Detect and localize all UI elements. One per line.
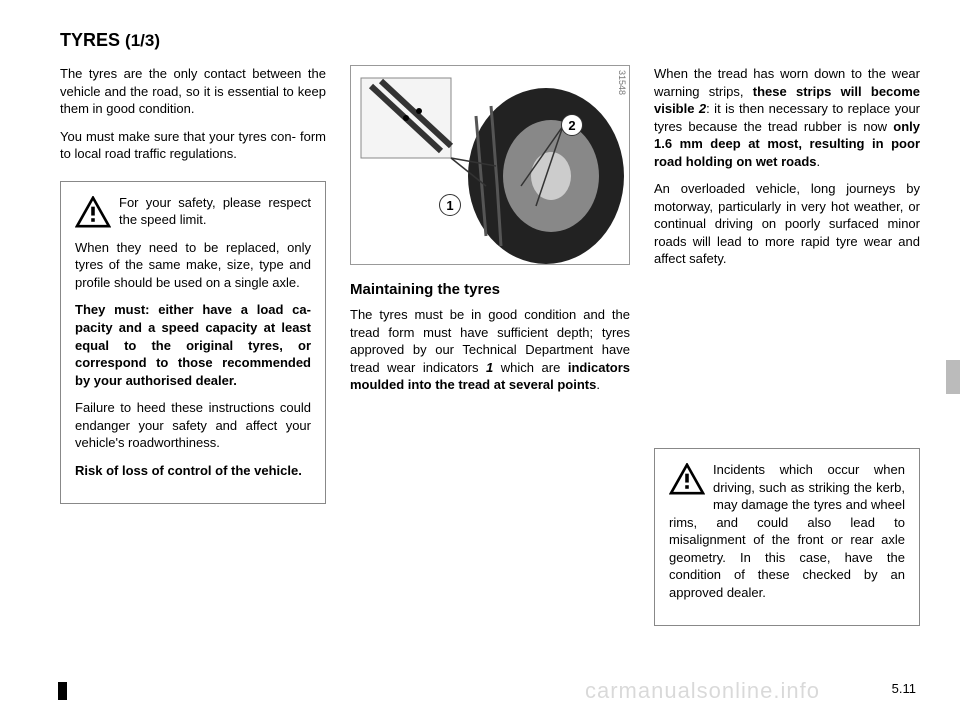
tyre-figure: 31548 bbox=[350, 65, 630, 265]
wt-e: . bbox=[817, 154, 821, 169]
side-tab bbox=[946, 360, 960, 394]
watermark: carmanualsonline.info bbox=[585, 678, 820, 704]
page: TYRES (1/3) The tyres are the only conta… bbox=[0, 0, 960, 710]
warning-triangle-icon bbox=[75, 196, 111, 228]
page-title: TYRES (1/3) bbox=[60, 30, 920, 51]
intro-p2: You must make sure that your tyres con- … bbox=[60, 128, 326, 163]
maintaining-text: The tyres must be in good condition and … bbox=[350, 306, 630, 394]
page-number: 5.11 bbox=[892, 681, 916, 696]
warning-triangle-icon bbox=[669, 463, 705, 495]
title-part: (1/3) bbox=[125, 31, 160, 50]
box1-line3: They must: either have a load ca­pacity … bbox=[75, 301, 311, 389]
intro-p1: The tyres are the only contact between t… bbox=[60, 65, 326, 118]
footer-marker bbox=[58, 682, 67, 700]
tyre-illustration bbox=[351, 66, 631, 266]
box1-line2: When they need to be re­placed, only tyr… bbox=[75, 239, 311, 292]
mt-b: which are bbox=[493, 360, 568, 375]
content-columns: The tyres are the only contact between t… bbox=[60, 65, 920, 626]
maintaining-heading: Maintaining the tyres bbox=[350, 281, 630, 298]
callout-2: 2 bbox=[561, 114, 583, 136]
column-middle: 31548 bbox=[350, 65, 630, 626]
box1-line5: Risk of loss of control of the ve­hicle. bbox=[75, 462, 311, 480]
callout-1: 1 bbox=[439, 194, 461, 216]
box1-line4: Failure to heed these instructions could… bbox=[75, 399, 311, 452]
warning-box-2: Incidents which occur when driving, such… bbox=[654, 448, 920, 626]
overload-text: An overloaded vehicle, long journeys by … bbox=[654, 180, 920, 268]
wear-text: When the tread has worn down to the wear… bbox=[654, 65, 920, 170]
title-main: TYRES bbox=[60, 30, 120, 50]
warning-box-1: For your safety, please re­spect the spe… bbox=[60, 181, 326, 505]
column-right: When the tread has worn down to the wear… bbox=[654, 65, 920, 626]
column-left: The tyres are the only contact between t… bbox=[60, 65, 326, 626]
figure-code: 31548 bbox=[617, 70, 627, 95]
